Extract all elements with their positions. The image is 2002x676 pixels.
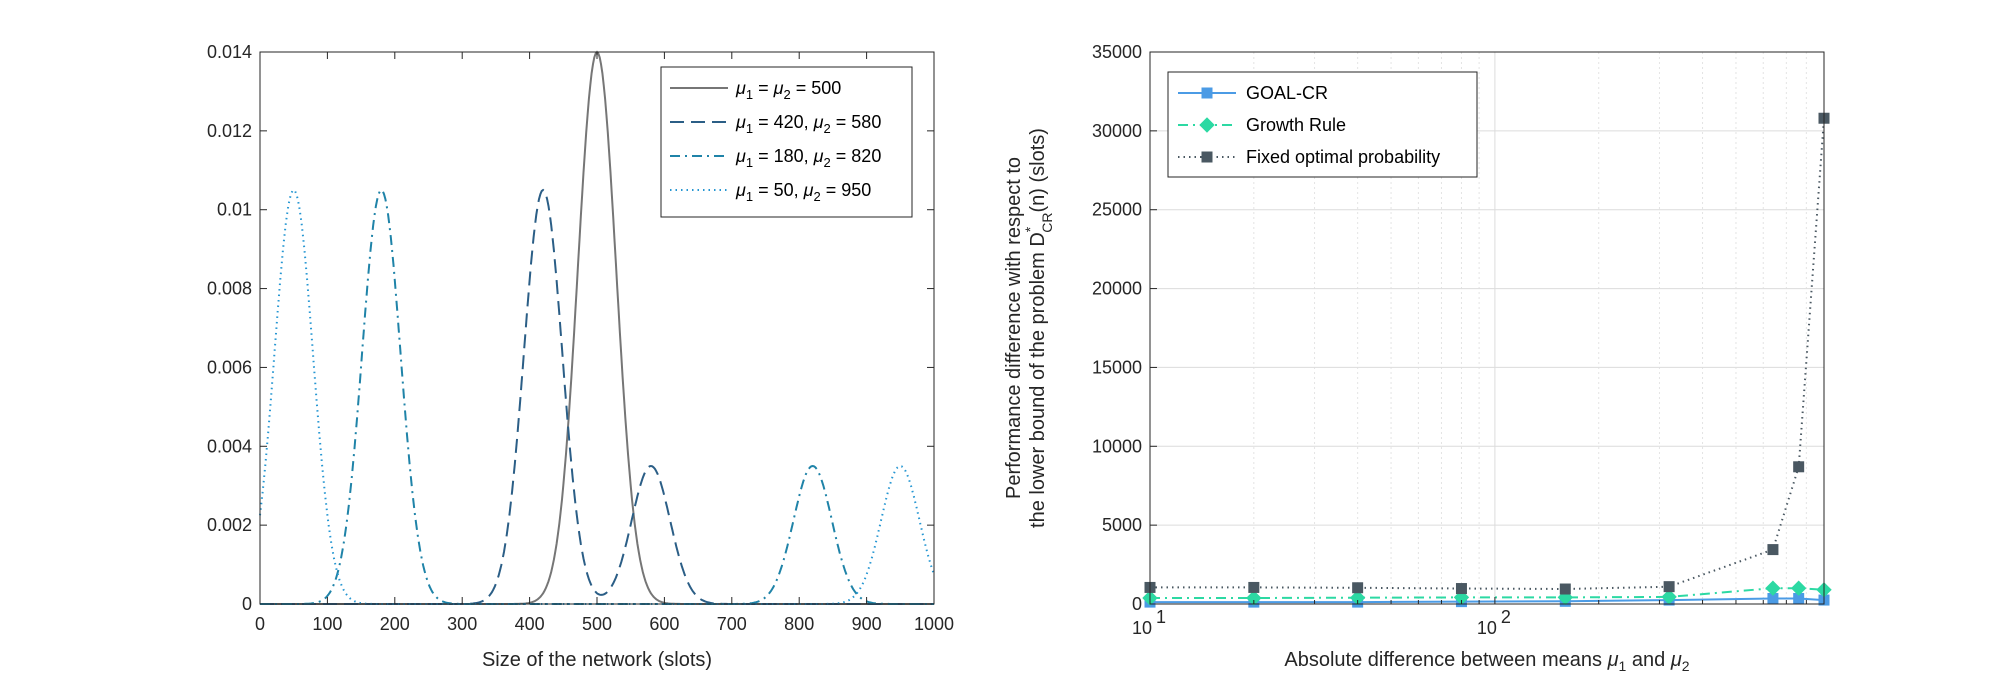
left-x-tick-label: 400	[515, 614, 545, 634]
right-series-2-point	[1765, 580, 1781, 596]
right-series-line-2	[1150, 587, 1825, 599]
right-series-2-point	[1790, 580, 1807, 596]
left-x-tick-label: 200	[380, 614, 410, 634]
right-legend: GOAL-CR Growth Rule Fixed optimal probabil…	[1167, 71, 1478, 178]
right-y-tick-label: 0	[1132, 594, 1142, 614]
right-legend-label: Fixed optimal probability	[1246, 147, 1440, 167]
left-ticks: 0 100 200 300 400 500 600 700 800 900 1000 0 0.002 0.…	[207, 42, 954, 634]
right-legend-items: GOAL-CR Growth Rule Fixed optimal probabil…	[1178, 83, 1440, 167]
right-series-3-point	[1248, 581, 1260, 593]
left-legend: μ1 = μ2 = 500 μ1 = 420, μ2 = 580 μ1 = 180,…	[660, 66, 913, 218]
left-x-tick-label: 0	[255, 614, 265, 634]
left-x-tick-label: 600	[649, 614, 679, 634]
right-series-line-3	[1150, 118, 1825, 591]
right-legend-marker	[1199, 117, 1215, 133]
left-x-tick-label: 800	[784, 614, 814, 634]
left-y-tick-label: 0.012	[207, 121, 252, 141]
left-y-tick-label: 0.014	[207, 42, 252, 62]
left-x-axis-label: Size of the network (slots)	[482, 649, 712, 671]
left-y-tick-label: 0.008	[207, 279, 252, 299]
right-series-3-point	[1455, 583, 1467, 595]
right-x-tick-label: 10	[1477, 618, 1497, 638]
right-series-2-point	[1246, 590, 1262, 606]
right-y-tick-label: 15000	[1092, 357, 1142, 377]
right-x-tick-label: 10	[1132, 618, 1152, 638]
right-series-3-point	[1663, 581, 1675, 593]
right-series-3-point	[1559, 583, 1571, 595]
left-x-tick-label: 1000	[914, 614, 954, 634]
right-y-axis-label: Performance difference with respect to t…	[1003, 128, 1055, 528]
right-y-tick-label: 5000	[1102, 515, 1142, 535]
left-x-tick-label: 700	[717, 614, 747, 634]
right-x-tick-exponent: 1	[1156, 607, 1166, 627]
left-y-tick-label: 0.004	[207, 436, 252, 456]
right-y-tick-label: 25000	[1092, 200, 1142, 220]
right-legend-label: Growth Rule	[1246, 115, 1346, 135]
left-y-tick-label: 0.01	[217, 200, 252, 220]
right-legend-label: GOAL-CR	[1246, 83, 1328, 103]
right-series-3-point	[1767, 544, 1779, 556]
left-x-tick-label: 300	[447, 614, 477, 634]
left-series-line-4	[259, 188, 935, 605]
left-x-tick-label: 500	[582, 614, 612, 634]
right-x-axis-label: Absolute difference between means μ1 and…	[1284, 649, 1689, 674]
left-y-tick-label: 0.006	[207, 357, 252, 377]
right-y-tick-label: 20000	[1092, 279, 1142, 299]
right-y-label-line2: the lower bound of the problem D*CR(n) (…	[1022, 128, 1055, 528]
left-legend-label: μ1 = 180, μ2 = 820	[735, 146, 881, 170]
left-legend-box	[660, 66, 913, 218]
left-y-tick-label: 0	[242, 594, 252, 614]
left-x-tick-label: 100	[312, 614, 342, 634]
left-legend-label: μ1 = 50, μ2 = 950	[735, 180, 871, 204]
right-y-tick-label: 35000	[1092, 42, 1142, 62]
right-series-3-point	[1352, 582, 1364, 594]
right-series-layer	[1142, 112, 1832, 608]
right-legend-marker	[1201, 87, 1213, 99]
left-legend-label: μ1 = μ2 = 500	[735, 78, 841, 102]
left-legend-items: μ1 = μ2 = 500 μ1 = 420, μ2 = 580 μ1 = 180,…	[670, 78, 881, 204]
right-legend-marker	[1201, 151, 1213, 163]
right-axes-box	[1149, 51, 1825, 605]
right-y-tick-label: 10000	[1092, 436, 1142, 456]
right-y-tick-label: 30000	[1092, 121, 1142, 141]
right-series-2-point	[1349, 589, 1366, 606]
left-legend-label: μ1 = 420, μ2 = 580	[735, 112, 881, 136]
right-chart: 1011020500010000150002000025000300003500…	[1003, 42, 1832, 674]
left-x-tick-label: 900	[852, 614, 882, 634]
left-series-line-3	[260, 188, 934, 605]
left-series-line-2	[260, 188, 934, 605]
right-y-label-line1: Performance difference with respect to	[1003, 157, 1025, 499]
right-series-3-point	[1793, 461, 1805, 473]
right-x-tick-exponent: 2	[1501, 607, 1511, 627]
left-chart: 0 100 200 300 400 500 600 700 800 900 1000 0 0.002 0.…	[207, 42, 954, 671]
right-legend-box	[1167, 71, 1478, 178]
right-ticks: 1011020500010000150002000025000300003500…	[1092, 42, 1825, 638]
left-y-tick-label: 0.002	[207, 515, 252, 535]
